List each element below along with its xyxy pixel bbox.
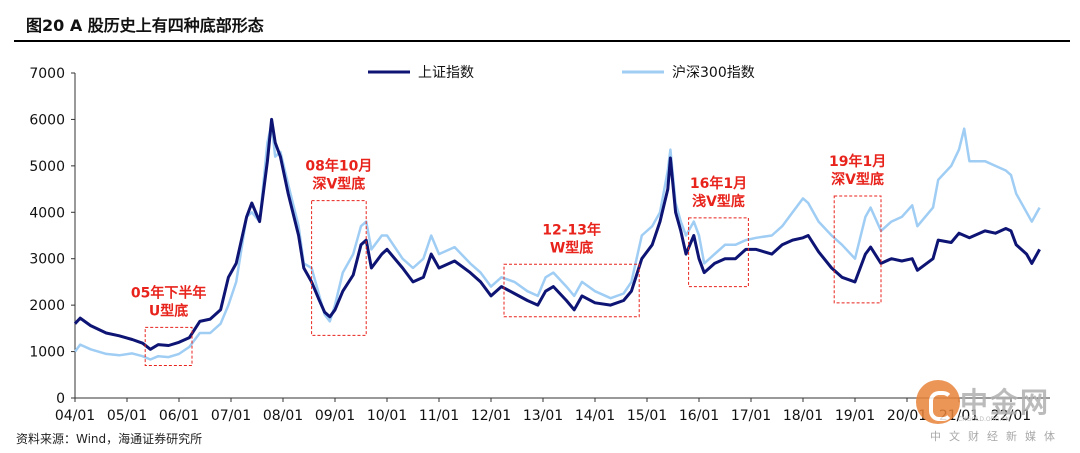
x-tick-label: 18/01 [783, 408, 823, 424]
y-tick-label: 5000 [29, 159, 65, 175]
y-tick-label: 3000 [29, 252, 65, 268]
watermark-name: 中金网 [960, 386, 1051, 419]
legend-label: 沪深300指数 [672, 65, 755, 81]
series-line-csi300 [73, 122, 1041, 361]
y-tick-label: 1000 [29, 345, 65, 361]
x-tick-label: 07/01 [211, 408, 251, 424]
legend-label: 上证指数 [418, 65, 474, 81]
x-tick-label: 15/01 [627, 408, 667, 424]
title-divider [14, 40, 1070, 42]
x-tick-label: 19/01 [835, 408, 875, 424]
annotation-label: 12-13年 [542, 221, 601, 238]
x-tick-label: 13/01 [523, 408, 563, 424]
annotation-label: W型底 [550, 239, 593, 256]
watermark-subtitle: 中文财经新媒体 [930, 430, 1063, 443]
x-tick-label: 17/01 [731, 408, 771, 424]
annotation-box [503, 263, 640, 318]
x-tick-label: 12/01 [471, 408, 511, 424]
y-tick-label: 2000 [29, 298, 65, 314]
annotation-label: 08年10月 [305, 158, 372, 175]
watermark-logo-icon [916, 380, 960, 424]
y-tick-label: 4000 [29, 205, 65, 221]
x-tick-label: 05/01 [107, 408, 147, 424]
x-tick-label: 22/01 [991, 408, 1031, 424]
x-tick-label: 08/01 [263, 408, 303, 424]
annotation-label: 19年1月 [829, 153, 886, 170]
y-tick-label: 7000 [29, 66, 65, 82]
annotation-label: 深V型底 [831, 171, 884, 188]
annotation-label: 05年下半年 [131, 284, 206, 301]
annotation-label: U型底 [149, 302, 188, 319]
x-tick-label: 04/01 [55, 408, 95, 424]
annotation-box [833, 195, 882, 304]
x-tick-label: 06/01 [159, 408, 199, 424]
annotation-box [688, 217, 749, 288]
y-tick-label: 0 [56, 391, 65, 407]
annotation-label: 16年1月 [690, 175, 747, 192]
annotation-box [311, 200, 367, 336]
series-line-sse [73, 117, 1041, 351]
x-tick-label: 14/01 [575, 408, 615, 424]
x-tick-label: 20/01 [887, 408, 927, 424]
y-tick-label: 6000 [29, 112, 65, 128]
annotation-label: 深V型底 [312, 176, 365, 193]
watermark-url: CNGOLD.ORG.CN [958, 416, 1011, 423]
x-tick-label: 16/01 [679, 408, 719, 424]
figure-title: 图20 A 股历史上有四种底部形态 [26, 16, 264, 35]
annotation-label: 浅V型底 [692, 193, 745, 210]
x-tick-label: 11/01 [419, 408, 459, 424]
x-tick-label: 10/01 [367, 408, 407, 424]
source-note: 资料来源：Wind，海通证券研究所 [16, 432, 203, 446]
figure-header: 图20 A 股历史上有四种底部形态 [0, 0, 1080, 42]
x-tick-label: 09/01 [315, 408, 355, 424]
annotation-box [144, 326, 193, 366]
